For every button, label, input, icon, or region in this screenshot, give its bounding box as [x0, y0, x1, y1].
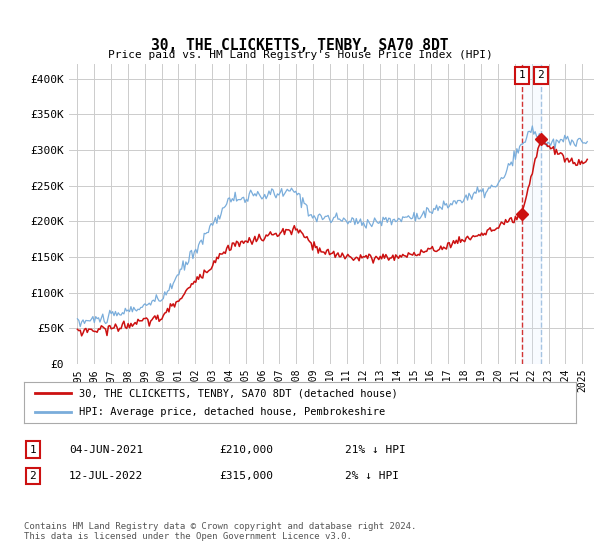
Point	[67, 390, 74, 396]
Text: 1: 1	[29, 445, 37, 455]
Text: 2: 2	[29, 471, 37, 481]
Text: HPI: Average price, detached house, Pembrokeshire: HPI: Average price, detached house, Pemb…	[79, 407, 385, 417]
Text: 2: 2	[538, 71, 544, 81]
Text: £315,000: £315,000	[219, 471, 273, 481]
Point	[31, 390, 38, 396]
Text: 30, THE CLICKETTS, TENBY, SA70 8DT: 30, THE CLICKETTS, TENBY, SA70 8DT	[151, 38, 449, 53]
Text: 04-JUN-2021: 04-JUN-2021	[69, 445, 143, 455]
Text: 21% ↓ HPI: 21% ↓ HPI	[345, 445, 406, 455]
Text: Price paid vs. HM Land Registry's House Price Index (HPI): Price paid vs. HM Land Registry's House …	[107, 50, 493, 60]
Text: 2% ↓ HPI: 2% ↓ HPI	[345, 471, 399, 481]
Text: Contains HM Land Registry data © Crown copyright and database right 2024.
This d: Contains HM Land Registry data © Crown c…	[24, 522, 416, 542]
Bar	[522, 64, 541, 364]
Point	[67, 409, 74, 416]
Text: 30, THE CLICKETTS, TENBY, SA70 8DT (detached house): 30, THE CLICKETTS, TENBY, SA70 8DT (deta…	[79, 389, 398, 398]
Text: £210,000: £210,000	[219, 445, 273, 455]
Text: 1: 1	[518, 71, 526, 81]
Text: 12-JUL-2022: 12-JUL-2022	[69, 471, 143, 481]
Point	[31, 409, 38, 416]
